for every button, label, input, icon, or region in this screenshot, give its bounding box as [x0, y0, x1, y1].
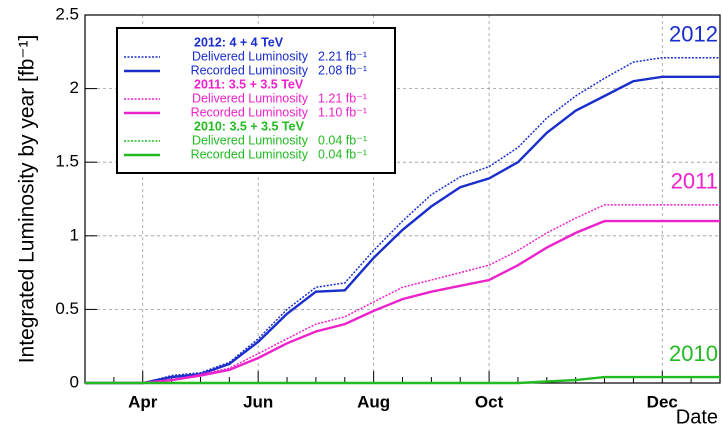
series-line	[85, 56, 720, 384]
x-tick-label: Dec	[647, 392, 678, 411]
legend-label: Recorded Luminosity	[191, 105, 309, 119]
legend-value: 1.10 fb⁻¹	[318, 105, 367, 119]
legend-box	[116, 27, 396, 174]
legend-label: Delivered Luminosity	[192, 133, 309, 147]
end-label: 2011	[671, 169, 718, 194]
legend-heading: 2012: 4 + 4 TeV	[194, 35, 284, 49]
legend-label: Recorded Luminosity	[191, 147, 309, 161]
end-label: 2010	[669, 341, 718, 366]
x-tick-label: Oct	[475, 392, 504, 411]
x-axis-label: Date	[676, 406, 718, 428]
end-label: 2012	[669, 22, 718, 47]
legend-value: 0.04 fb⁻¹	[318, 133, 367, 147]
x-tick-label: Jun	[243, 392, 273, 411]
legend-value: 1.21 fb⁻¹	[318, 91, 367, 105]
series-line	[85, 219, 720, 385]
legend-value: 2.21 fb⁻¹	[318, 49, 367, 63]
series-line	[85, 375, 720, 385]
series-line	[85, 75, 720, 385]
y-tick-label: 2.5	[55, 4, 79, 23]
legend-heading: 2010: 3.5 + 3.5 TeV	[194, 119, 305, 133]
y-axis-label: Integrated Luminosity by year [fb⁻¹]	[16, 35, 39, 364]
y-tick-label: 2	[70, 78, 79, 97]
x-tick-label: Apr	[128, 392, 158, 411]
y-tick-label: 1.5	[55, 152, 79, 171]
legend-heading: 2011: 3.5 + 3.5 TeV	[194, 77, 304, 91]
y-tick-label: 0	[70, 372, 79, 391]
legend-value: 0.04 fb⁻¹	[318, 147, 367, 161]
legend-label: Delivered Luminosity	[192, 91, 309, 105]
legend-value: 2.08 fb⁻¹	[318, 63, 367, 77]
y-tick-label: 0.5	[55, 299, 79, 318]
legend-label: Delivered Luminosity	[192, 49, 309, 63]
y-tick-label: 1	[70, 225, 79, 244]
x-tick-label: Aug	[357, 392, 390, 411]
series-line	[85, 204, 720, 384]
legend-label: Recorded Luminosity	[191, 63, 309, 77]
